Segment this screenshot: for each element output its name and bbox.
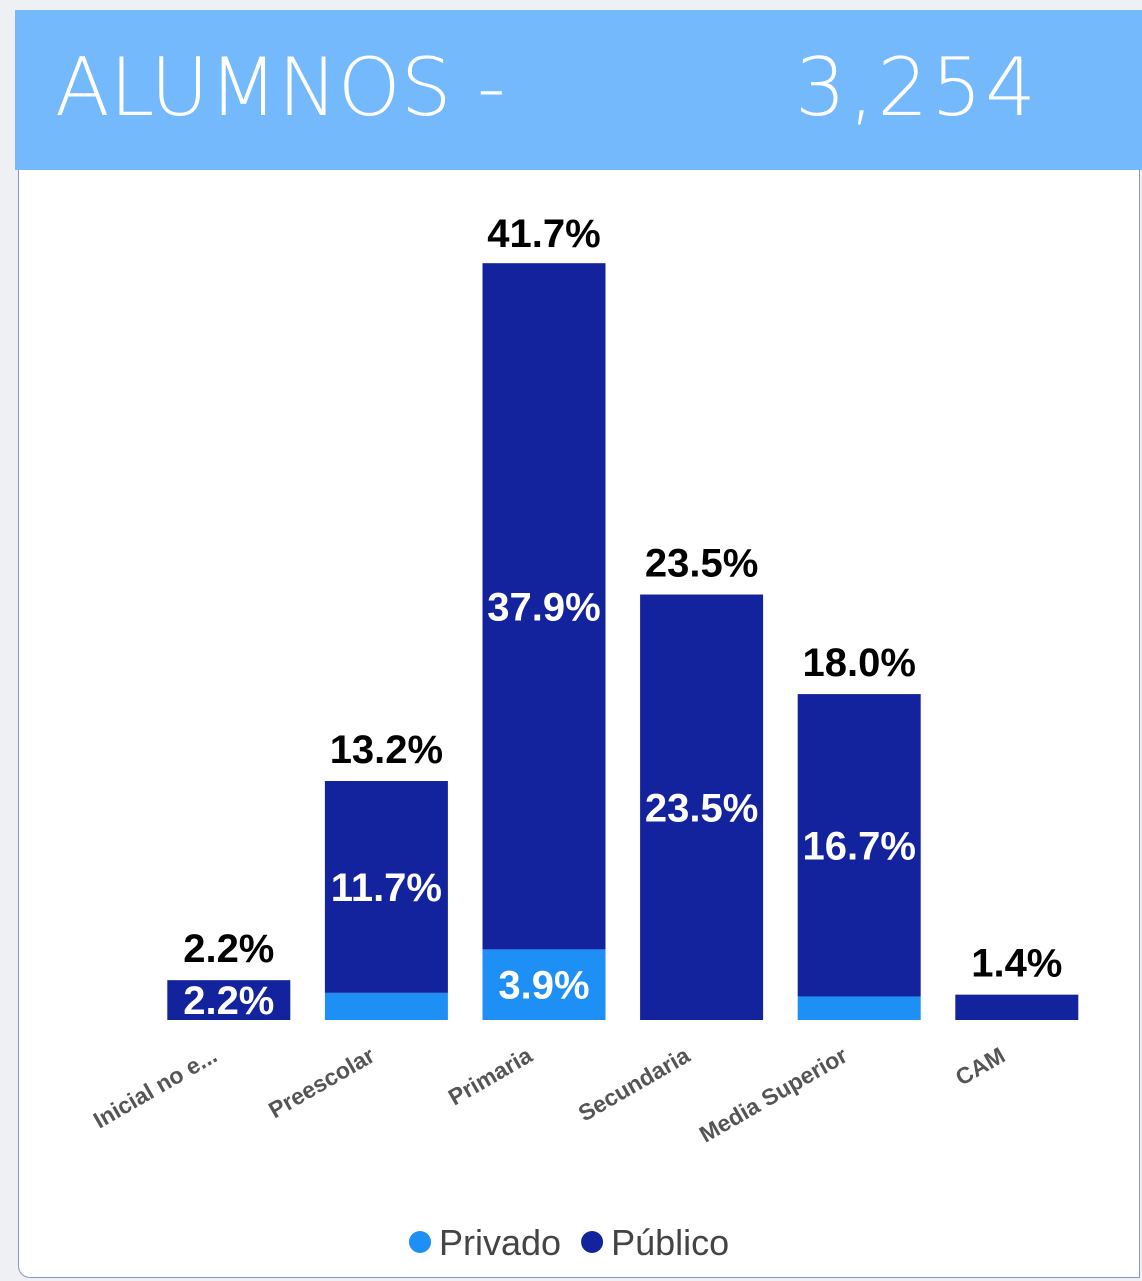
total-label: 23.5%: [645, 542, 758, 586]
x-tick-label: Secundaria: [574, 1042, 695, 1127]
bar-segment: [324, 781, 448, 993]
x-tick-label: Preescolar: [264, 1042, 379, 1123]
total-label: 13.2%: [330, 728, 443, 772]
data-label: 16.7%: [802, 824, 915, 868]
data-label: 37.9%: [487, 585, 600, 629]
legend-marker: [409, 1231, 431, 1253]
legend-label: Privado: [439, 1222, 561, 1263]
legend-label: Público: [611, 1222, 729, 1263]
bar-segment: [797, 996, 921, 1020]
header-title: ALUMNOS -: [55, 41, 506, 134]
legend-marker: [581, 1231, 604, 1253]
x-tick-label: Inicial no e...: [89, 1042, 222, 1134]
bar-segment: [640, 594, 764, 1020]
header-value: 3,254: [795, 41, 1040, 134]
bar-segment: [955, 994, 1079, 1020]
total-label: 41.7%: [487, 212, 600, 256]
data-label: 3.9%: [498, 964, 589, 1008]
data-label: 11.7%: [331, 866, 442, 910]
data-label: 2.2%: [183, 979, 274, 1023]
bar-segment: [482, 949, 606, 1020]
x-tick-label: CAM: [951, 1042, 1009, 1091]
x-tick-label: Media Superior: [695, 1042, 852, 1148]
header: ALUMNOS - 3,254: [15, 10, 1142, 170]
bar-segment: [482, 263, 606, 950]
total-label: 1.4%: [971, 942, 1062, 986]
total-label: 2.2%: [183, 927, 274, 971]
x-tick-label: Primaria: [444, 1042, 537, 1111]
bar-segment: [797, 694, 921, 997]
bar-segment: [324, 992, 448, 1020]
total-label: 18.0%: [802, 641, 915, 685]
data-label: 23.5%: [645, 786, 758, 830]
bar-segment: [167, 980, 291, 1020]
